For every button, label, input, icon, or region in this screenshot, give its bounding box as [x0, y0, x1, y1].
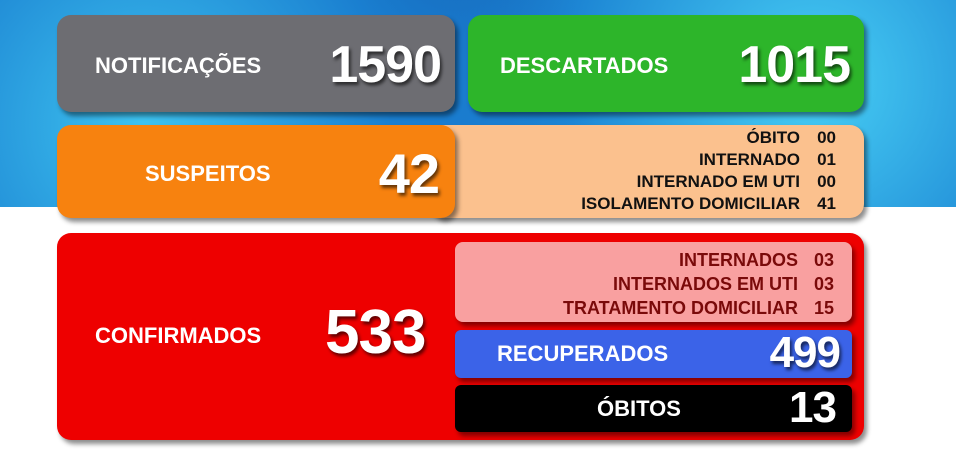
detail-value: 03: [813, 274, 834, 294]
suspeitos-label: SUSPEITOS: [145, 161, 271, 186]
suspeitos-card: SUSPEITOS 42: [57, 125, 455, 218]
detail-label: ÓBITO: [746, 128, 800, 147]
descartados-value: 1015: [738, 36, 851, 94]
detail-label: ISOLAMENTO DOMICILIAR: [581, 194, 800, 213]
detail-row: INTERNADOS 03: [563, 248, 834, 272]
detail-label: INTERNADO EM UTI: [636, 172, 800, 191]
descartados-label: DESCARTADOS: [500, 53, 669, 78]
detail-row: INTERNADO 01: [581, 149, 836, 171]
recuperados-label: RECUPERADOS: [497, 341, 669, 366]
obitos-value: 13: [789, 383, 837, 432]
confirmados-details: INTERNADOS 03 INTERNADOS EM UTI 03 TRATAME…: [455, 242, 852, 322]
detail-row: TRATAMENTO DOMICILIAR 15: [563, 296, 834, 320]
suspeitos-details: ÓBITO 00 INTERNADO 01 INTERNADO EM UTI 00 I…: [430, 125, 864, 218]
detail-value: 41: [817, 194, 836, 213]
obitos-card: ÓBITOS 13: [455, 383, 852, 432]
recuperados-card: RECUPERADOS 499: [455, 328, 852, 378]
notificacoes-value: 1590: [329, 36, 442, 94]
detail-row: INTERNADO EM UTI 00: [581, 171, 836, 193]
detail-value: 01: [817, 150, 836, 169]
detail-value: 15: [813, 298, 834, 318]
notificacoes-label: NOTIFICAÇÕES: [95, 53, 262, 78]
confirmados-value: 533: [325, 298, 426, 367]
descartados-card: DESCARTADOS 1015: [468, 15, 864, 112]
detail-value: 00: [817, 128, 836, 147]
recuperados-value: 499: [769, 328, 841, 377]
detail-label: INTERNADOS: [678, 250, 798, 270]
confirmados-card: CONFIRMADOS 533 INTERNADOS 03 INTERNADOS …: [57, 233, 864, 440]
notificacoes-card: NOTIFICAÇÕES 1590: [57, 15, 455, 112]
detail-value: 03: [813, 250, 834, 270]
confirmados-label: CONFIRMADOS: [95, 323, 262, 348]
obitos-label: ÓBITOS: [597, 396, 681, 421]
detail-row: ÓBITO 00: [581, 127, 836, 149]
detail-row: ISOLAMENTO DOMICILIAR 41: [581, 193, 836, 215]
detail-row: INTERNADOS EM UTI 03: [563, 272, 834, 296]
confirmados-details-list: INTERNADOS 03 INTERNADOS EM UTI 03 TRATAME…: [563, 248, 834, 320]
suspeitos-details-list: ÓBITO 00 INTERNADO 01 INTERNADO EM UTI 00 I…: [581, 127, 836, 215]
detail-label: TRATAMENTO DOMICILIAR: [563, 298, 798, 318]
detail-label: INTERNADOS EM UTI: [612, 274, 798, 294]
suspeitos-value: 42: [378, 142, 440, 205]
detail-value: 00: [817, 172, 836, 191]
detail-label: INTERNADO: [698, 150, 800, 169]
